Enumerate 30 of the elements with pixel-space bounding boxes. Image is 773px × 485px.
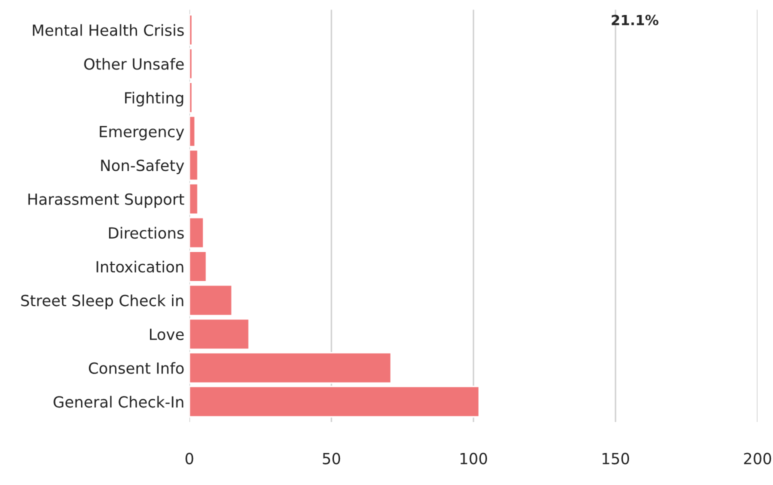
y-tick-label: Emergency	[100, 126, 184, 140]
annotation: 21.1%	[612, 14, 658, 26]
bar	[189, 352, 392, 384]
bar	[189, 48, 193, 80]
y-tick-label: Intoxication	[96, 260, 184, 273]
x-tick-label: 50	[322, 452, 340, 464]
y-tick-label: Harassment Support	[28, 193, 184, 208]
y-tick-label: Non-Safety	[101, 159, 184, 174]
bar	[189, 183, 199, 215]
bar	[189, 284, 233, 316]
x-tick-label: 100	[460, 452, 488, 464]
x-tick-label: 0	[186, 452, 194, 464]
bar	[189, 82, 193, 114]
bar	[189, 149, 199, 182]
x-tick-label: 150	[602, 452, 630, 464]
y-tick-label: Other Unsafe	[84, 58, 184, 70]
y-tick-label: Directions	[109, 226, 184, 239]
bar	[189, 216, 204, 249]
bar	[189, 318, 250, 350]
bar	[189, 14, 193, 46]
bar	[189, 386, 480, 418]
y-tick-label: General Check-In	[54, 396, 184, 408]
y-tick-label: Consent Info	[88, 362, 184, 374]
y-tick-label: Fighting	[125, 92, 184, 107]
x-tick-label: 200	[744, 452, 772, 464]
y-tick-label: Mental Health Crisis	[32, 24, 184, 36]
bar	[189, 250, 208, 282]
y-tick-label: Street Sleep Check in	[21, 294, 184, 310]
bar	[189, 115, 196, 148]
y-tick-label: Love	[150, 328, 184, 340]
